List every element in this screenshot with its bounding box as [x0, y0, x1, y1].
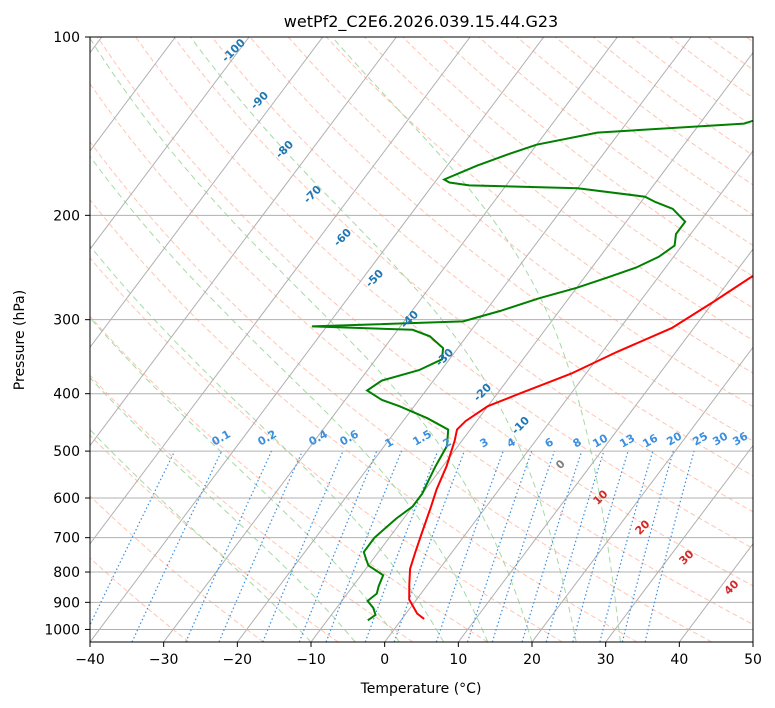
x-tick-label: −10: [296, 652, 326, 668]
dry-adiabat: [173, 37, 753, 513]
x-tick-label: −20: [223, 652, 253, 668]
isotherm-line: [163, 37, 618, 642]
y-tick-label: 100: [53, 30, 80, 46]
moist-adiabat: [190, 37, 577, 642]
y-tick-label: 400: [53, 387, 80, 403]
x-tick-label: −30: [149, 652, 179, 668]
isotherm-line: [90, 37, 471, 545]
dry-adiabat: [364, 37, 753, 341]
mixing-ratio-line: [435, 450, 504, 642]
mixing-ratio-line: [545, 450, 605, 642]
mixing-ratio-line: [491, 450, 555, 642]
moist-adiabat: [90, 37, 533, 642]
chart-title: wetPf2_C2E6.2026.039.15.44.G23: [284, 12, 558, 32]
x-tick-label: 20: [523, 652, 541, 668]
mixing-ratio-line: [621, 450, 674, 642]
isotherm-line: [90, 37, 397, 447]
y-tick-label: 1000: [44, 622, 80, 638]
dry-adiabat: [90, 83, 753, 625]
moist-adiabat: [331, 37, 621, 642]
y-tick-label: 200: [53, 208, 80, 224]
isotherm-line: [384, 150, 753, 642]
x-axis-label: Temperature (°C): [360, 681, 482, 697]
mixing-ratio-line: [521, 450, 583, 642]
mixing-ratio-line: [185, 450, 273, 642]
x-tick-label: 10: [449, 652, 467, 668]
dry-adiabat: [325, 37, 753, 374]
y-tick-label: 600: [53, 491, 80, 507]
dry-adiabat: [90, 557, 190, 642]
mixing-ratio-line: [466, 450, 533, 642]
isotherm-line: [90, 37, 324, 349]
y-tick-label: 800: [53, 565, 80, 581]
mixing-ratio-line: [90, 450, 176, 627]
mixing-ratio-line: [393, 450, 465, 642]
mixing-ratio-line: [364, 450, 439, 642]
x-tick-label: 30: [597, 652, 615, 668]
dry-adiabat: [90, 198, 638, 642]
temperature-profile: [408, 274, 753, 620]
x-axis-ticks: −40 −30 −20 −10 0 10 20 30 40 50: [75, 642, 762, 668]
dry-adiabat: [90, 434, 339, 642]
mixing-ratio-line: [262, 450, 344, 642]
mixing-ratio-line: [298, 450, 378, 642]
moist-adiabat: [90, 377, 356, 642]
y-axis-ticks: 100 200 300 400 500 600 700 800 900 1000: [44, 30, 90, 638]
isotherm-line: [310, 51, 753, 642]
dry-adiabat: [90, 495, 264, 642]
dry-adiabat: [90, 140, 712, 642]
dry-adiabat: [402, 37, 753, 309]
isotherm-line: [531, 346, 753, 642]
mixing-ratio-line: [572, 450, 629, 642]
plot-frame: [89, 36, 754, 643]
x-tick-label: 50: [744, 652, 762, 668]
dry-adiabat: [249, 37, 753, 442]
profile-layer: [311, 119, 753, 622]
isotherm-line: [90, 37, 250, 250]
isotherm-line: [90, 37, 545, 642]
mixing-ratio-line: [644, 450, 695, 642]
isotherm-line: [605, 444, 753, 642]
grid-layer: [90, 37, 753, 642]
y-tick-label: 500: [53, 444, 80, 460]
y-tick-label: 300: [53, 313, 80, 329]
y-tick-label: 900: [53, 595, 80, 611]
moist-adiabat: [90, 155, 489, 642]
isotherm-line: [236, 37, 692, 642]
y-axis-label: Pressure (hPa): [12, 290, 28, 390]
isotherm-line: [90, 37, 176, 152]
x-tick-label: −40: [75, 652, 105, 668]
dewpoint-profile: [311, 119, 753, 622]
x-tick-label: 40: [670, 652, 688, 668]
mixing-ratio-line: [325, 450, 403, 642]
x-tick-label: 0: [380, 652, 389, 668]
y-tick-label: 700: [53, 531, 80, 547]
dry-adiabat: [96, 37, 753, 587]
moist-adiabat: [90, 428, 312, 642]
mixing-ratio-line: [218, 450, 303, 642]
isotherm-line: [457, 248, 753, 642]
mixing-ratio-line: [599, 450, 654, 642]
dry-adiabat: [90, 257, 563, 642]
dry-adiabat: [90, 315, 488, 642]
dry-adiabat: [211, 37, 753, 477]
